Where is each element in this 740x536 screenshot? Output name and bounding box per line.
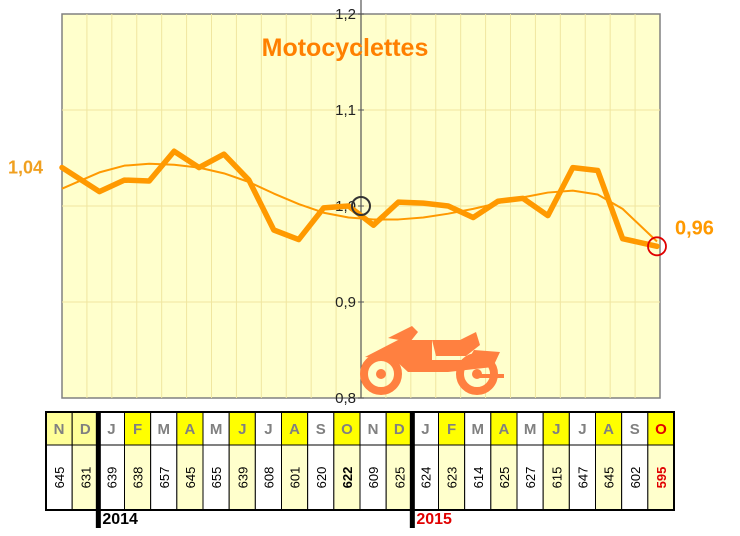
- month-label: A: [498, 421, 509, 438]
- count-label: 602: [628, 467, 643, 489]
- y-tick-label: 1,1: [335, 102, 356, 119]
- count-cell: [411, 444, 440, 511]
- count-label: 608: [261, 467, 276, 489]
- month-cell: [438, 411, 466, 446]
- count-label: 638: [131, 467, 146, 489]
- count-cell: [97, 444, 126, 511]
- month-label: F: [447, 421, 456, 438]
- count-cell: [595, 444, 623, 511]
- month-label: N: [368, 421, 379, 438]
- count-label: 609: [366, 467, 381, 489]
- count-label: 647: [575, 467, 590, 489]
- count-label: 620: [314, 467, 329, 489]
- month-label: J: [552, 421, 560, 438]
- count-cell: [228, 444, 256, 511]
- count-label: 625: [392, 467, 407, 489]
- count-label: 614: [471, 467, 486, 489]
- count-label: 631: [78, 467, 93, 489]
- count-cell: [647, 444, 675, 511]
- month-label: O: [655, 421, 667, 438]
- month-label: M: [158, 421, 171, 438]
- count-cell: [621, 444, 649, 511]
- month-cell: [385, 411, 413, 446]
- month-cell: [228, 411, 256, 446]
- month-label: F: [133, 421, 142, 438]
- count-label: 595: [654, 467, 669, 489]
- month-label: D: [80, 421, 91, 438]
- count-label: 622: [340, 467, 355, 489]
- count-label: 625: [497, 467, 512, 489]
- year-label: 2014: [102, 511, 138, 528]
- month-label: J: [421, 421, 429, 438]
- month-label: M: [524, 421, 537, 438]
- month-cell: [97, 411, 126, 446]
- count-label: 639: [104, 467, 119, 489]
- month-label: J: [578, 421, 586, 438]
- count-label: 645: [183, 467, 198, 489]
- month-label: A: [603, 421, 614, 438]
- count-label: 624: [418, 467, 433, 489]
- month-cell: [490, 411, 518, 446]
- y-tick-label: 0,9: [335, 294, 356, 311]
- moto-front-hub: [472, 369, 482, 379]
- month-cell: [568, 411, 596, 446]
- month-label: N: [54, 421, 65, 438]
- count-label: 623: [445, 467, 460, 489]
- count-label: 639: [235, 467, 250, 489]
- table-border: [45, 411, 675, 511]
- month-label: J: [238, 421, 246, 438]
- month-table: N 645 D 631 J 639 F 638 M 657 A 645 M 655 J 639 J 608 A 601…: [45, 411, 675, 528]
- moto-body: [365, 340, 500, 372]
- count-label: 655: [209, 467, 224, 489]
- motorcycle-icon: [360, 326, 504, 395]
- month-label: A: [184, 421, 195, 438]
- month-label: M: [210, 421, 223, 438]
- count-label: 657: [157, 467, 172, 489]
- count-cell: [307, 444, 335, 511]
- last-point-marker: [647, 236, 667, 257]
- month-label: O: [341, 421, 353, 438]
- chart-title: Motocyclettes: [262, 34, 429, 62]
- count-cell: [542, 444, 570, 511]
- month-label: M: [472, 421, 485, 438]
- y-tick-label: 0,8: [335, 390, 356, 407]
- count-label: 627: [523, 467, 538, 489]
- y-tick-label: 1,2: [335, 6, 356, 23]
- reference-marker: [351, 196, 371, 216]
- start-value-label: 1,04: [8, 158, 43, 178]
- month-label: D: [394, 421, 405, 438]
- month-cell: [307, 411, 335, 446]
- y-ticks: 0,80,91,01,11,2: [335, 6, 364, 407]
- month-label: S: [630, 421, 640, 438]
- moto-seat: [388, 326, 418, 342]
- moto-rear-hub: [376, 369, 386, 379]
- month-label: J: [107, 421, 115, 438]
- year-label: 2015: [416, 511, 452, 528]
- end-value-label: 0,96: [675, 217, 714, 239]
- count-label: 645: [602, 467, 617, 489]
- count-label: 615: [549, 467, 564, 489]
- count-cell: [333, 444, 361, 511]
- month-label: A: [289, 421, 300, 438]
- count-cell: [359, 444, 387, 511]
- month-cell: [647, 411, 675, 446]
- count-label: 645: [52, 467, 67, 489]
- count-cell: [464, 444, 492, 511]
- count-label: 601: [288, 467, 303, 489]
- moto-tank: [432, 332, 480, 356]
- month-label: S: [316, 421, 326, 438]
- month-label: J: [264, 421, 272, 438]
